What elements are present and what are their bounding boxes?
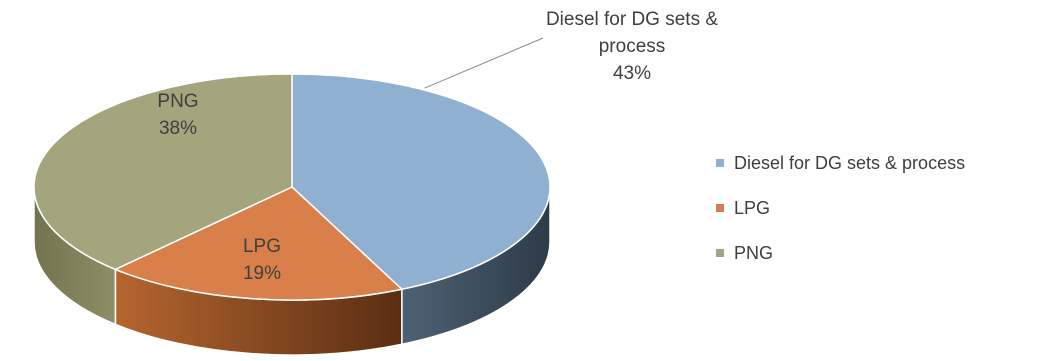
data-label-leader-line [424,37,544,89]
data-label-0-line-0: Diesel for DG sets & [546,9,718,30]
legend-swatch-0 [716,159,724,167]
data-label-2-line-0: PNG [157,91,198,112]
pie-slice-0 [291,73,551,290]
data-label-1: LPG 19% [243,236,281,284]
pie-slice-2 [33,73,293,271]
data-label-0: Diesel for DG sets & process 43% [546,9,718,84]
pie-tops [33,73,551,301]
data-label-0-line-2: 43% [613,63,651,84]
data-label-0-line-1: process [599,36,666,57]
legend-label-0: Diesel for DG sets & process [734,153,965,173]
legend-swatch-1 [716,204,724,212]
legend-label-2: PNG [734,243,773,263]
data-label-1-line-0: LPG [243,236,281,257]
data-label-2: PNG 38% [157,91,198,139]
data-label-1-line-1: 19% [243,263,281,284]
data-labels: Diesel for DG sets & process 43% LPG 19% PNG 3… [157,9,718,284]
legend: Diesel for DG sets & process LPG PNG [716,153,965,263]
legend-swatch-2 [716,249,724,257]
data-label-2-line-1: 38% [159,118,197,139]
pie-slice-1 [114,186,403,301]
legend-label-1: LPG [734,198,770,218]
